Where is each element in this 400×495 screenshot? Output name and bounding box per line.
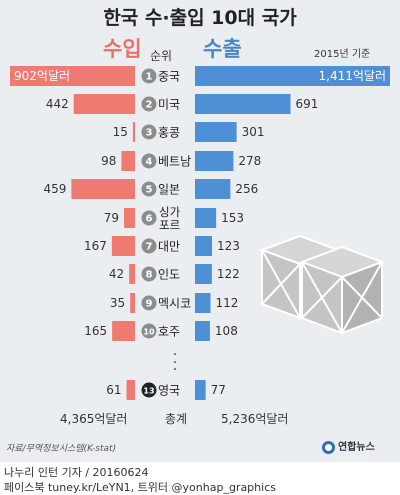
import-value-label: 442 xyxy=(46,97,69,111)
rank-badge xyxy=(141,181,157,197)
import-value-label: 61 xyxy=(106,383,121,397)
rank-number: 1 xyxy=(146,72,153,83)
rank-badge xyxy=(141,266,157,282)
export-bar xyxy=(195,236,212,256)
exports-heading: 수출 xyxy=(203,37,242,61)
rank-number: 8 xyxy=(146,270,153,281)
rank-badge xyxy=(141,68,157,84)
import-bar xyxy=(71,179,135,199)
export-value-label: 112 xyxy=(215,296,238,310)
basis-year-note: 2015년 기준 xyxy=(314,49,371,60)
country-label: 베트남 xyxy=(158,155,191,169)
yonhap-logo-icon xyxy=(322,441,335,454)
rank-number: 10 xyxy=(143,328,155,337)
imports-heading: 수입 xyxy=(103,37,142,61)
import-bar xyxy=(111,236,135,256)
export-bar xyxy=(195,66,390,86)
imports-total: 4,365억달러 xyxy=(60,412,128,426)
export-value-label: 153 xyxy=(221,211,244,225)
export-bar xyxy=(195,293,211,313)
total-label: 총계 xyxy=(165,412,188,426)
import-bar xyxy=(124,208,135,228)
import-value-label: 42 xyxy=(109,267,124,281)
import-bar xyxy=(73,94,135,114)
country-label: 일본 xyxy=(158,183,180,197)
export-value-label: 77 xyxy=(211,383,226,397)
country-label: 대만 xyxy=(158,240,180,254)
brand-name: 연합뉴스 xyxy=(338,442,375,453)
rank-number: 3 xyxy=(146,128,153,139)
rank-badge xyxy=(141,96,157,112)
rank-heading: 순위 xyxy=(150,49,173,63)
rank-number: 7 xyxy=(146,242,153,253)
rank-number: 4 xyxy=(146,157,153,168)
export-bar xyxy=(195,94,291,114)
import-bar xyxy=(10,66,135,86)
import-value-label: 165 xyxy=(84,324,107,338)
rank-badge xyxy=(141,295,157,311)
export-value-label: 301 xyxy=(242,125,265,139)
export-value-label: 256 xyxy=(235,182,258,196)
export-value-label: 691 xyxy=(295,97,318,111)
import-bar xyxy=(112,321,135,341)
crate-illustration xyxy=(259,234,385,335)
rank-badge xyxy=(141,124,157,140)
chart-title: 한국 수·출입 10대 국가 xyxy=(103,7,297,29)
export-value-label: 108 xyxy=(215,324,238,338)
country-label: 싱가 xyxy=(159,205,181,219)
import-value-label: 459 xyxy=(43,182,66,196)
export-value-label: 122 xyxy=(217,267,240,281)
rank-badge xyxy=(141,323,157,339)
import-bar xyxy=(121,151,135,171)
country-label: 홍콩 xyxy=(158,126,180,140)
country-label: 인도 xyxy=(158,268,180,282)
rank-number: 5 xyxy=(146,185,153,196)
import-value-label: 15 xyxy=(113,125,128,139)
import-bar xyxy=(129,264,135,284)
social-links: 페이스북 tuney.kr/LeYN1, 트위터 @yonhap_graphic… xyxy=(4,481,276,494)
import-bar xyxy=(130,293,135,313)
ellipsis-marker: · · · xyxy=(172,347,178,379)
rank-badge xyxy=(141,382,157,398)
import-bar xyxy=(132,122,135,142)
export-bar xyxy=(195,380,206,400)
reporter-credit: 나누리 인턴 기자 / 20160624 xyxy=(4,466,149,479)
rank-number: 13 xyxy=(143,387,154,396)
export-bar xyxy=(195,151,234,171)
import-bar xyxy=(126,380,135,400)
country-label: 영국 xyxy=(158,384,180,398)
country-label: 호주 xyxy=(158,325,180,339)
export-bar xyxy=(195,179,231,199)
country-label: 포르 xyxy=(159,218,180,232)
export-value-label: 278 xyxy=(238,154,261,168)
export-value-label: 1,411억달러 xyxy=(319,69,386,83)
export-bar xyxy=(195,122,237,142)
import-value-label: 167 xyxy=(84,239,107,253)
import-value-label: 98 xyxy=(101,154,116,168)
import-value-label: 35 xyxy=(110,296,125,310)
export-value-label: 123 xyxy=(217,239,240,253)
country-label: 미국 xyxy=(158,98,180,112)
rank-badge xyxy=(141,210,157,226)
rank-number: 2 xyxy=(146,100,153,111)
import-value-label: 79 xyxy=(104,211,119,225)
export-bar xyxy=(195,208,217,228)
source-note: 자료/무역정보시스템(K-stat) xyxy=(6,444,117,454)
export-bar xyxy=(195,264,212,284)
rank-badge xyxy=(141,238,157,254)
import-value-label: 902억달러 xyxy=(14,69,70,83)
rank-badge xyxy=(141,153,157,169)
rank-number: 9 xyxy=(146,299,153,310)
footer xyxy=(0,462,400,495)
exports-total: 5,236억달러 xyxy=(221,412,289,426)
rank-number: 6 xyxy=(146,214,153,225)
country-label: 중국 xyxy=(158,70,180,84)
export-bar xyxy=(195,321,210,341)
country-label: 멕시코 xyxy=(158,297,191,311)
